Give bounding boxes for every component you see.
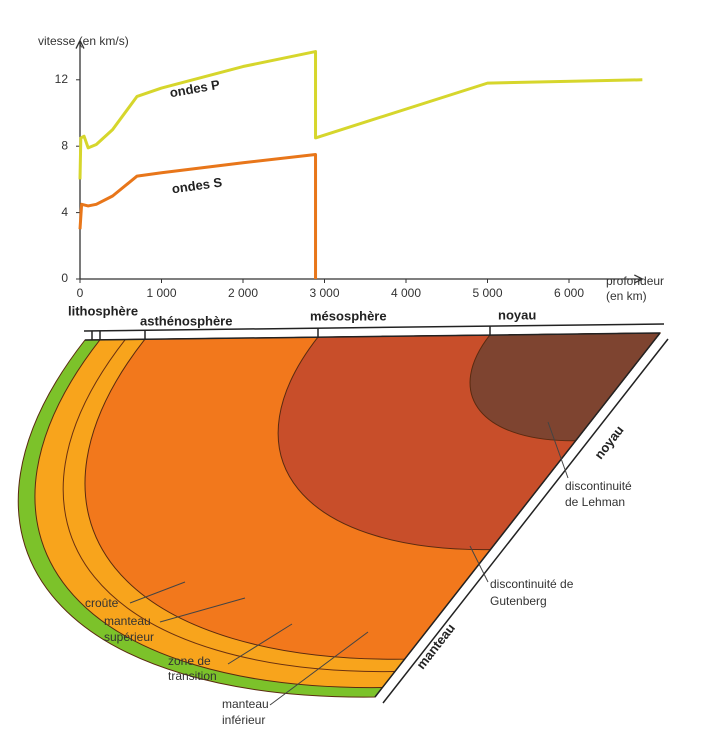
boundary [0,333,660,678]
layer-label: asthénosphère [140,313,232,328]
layer-label: lithosphère [68,303,138,318]
callout: supérieur [104,630,154,644]
y-tick-label: 8 [61,138,68,152]
x-tick-label: 2 000 [228,286,258,300]
callout: Gutenberg [490,594,547,608]
y-tick-label: 4 [61,205,68,219]
x-tick-label: 0 [77,286,84,300]
callout: manteau [104,614,151,628]
layer [405,333,660,443]
x-tick-label: 6 000 [554,286,584,300]
frame [83,323,669,704]
callout: manteau [222,697,269,711]
y-axis-label: vitesse (en km/s) [38,34,129,48]
x-tick-label: 4 000 [391,286,421,300]
callout: de Lehman [565,495,625,509]
callout: discontinuité [565,479,632,493]
series-label: ondes S [171,174,223,196]
callout: zone de [168,654,211,668]
series-label: ondes P [169,77,222,101]
series-line [78,153,318,279]
x-tick-label: 3 000 [309,286,339,300]
y-tick-label: 0 [61,271,68,285]
x-axis-label: profondeur [606,274,664,288]
x-axis [80,274,644,284]
callout: inférieur [222,713,265,727]
leaders [129,421,569,706]
callout: croûte [85,596,119,610]
earth-section [0,333,660,704]
layer-label: noyau [498,307,536,322]
side-label: noyau [591,423,626,462]
series-line [78,50,643,180]
layer-label: mésosphère [310,308,387,323]
callout: discontinuité de [490,577,574,591]
y-tick-label: 12 [55,72,69,86]
x-tick-label: 1 000 [146,286,176,300]
callout: transition [168,669,217,683]
x-axis-label: (en km) [606,289,647,303]
x-tick-label: 5 000 [472,286,502,300]
